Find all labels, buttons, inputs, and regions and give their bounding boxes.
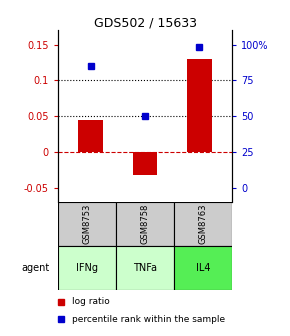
Text: log ratio: log ratio [72, 297, 110, 306]
Bar [133, 152, 157, 175]
Bar [58, 202, 116, 246]
Text: IFNg: IFNg [76, 263, 98, 273]
Text: TNFa: TNFa [133, 263, 157, 273]
Text: GSM8758: GSM8758 [140, 204, 150, 244]
Bar [58, 246, 116, 290]
Title: GDS502 / 15633: GDS502 / 15633 [93, 16, 197, 29]
Text: GSM8763: GSM8763 [198, 204, 208, 244]
Bar [187, 59, 212, 152]
Text: IL4: IL4 [196, 263, 210, 273]
Text: agent: agent [21, 263, 49, 273]
Text: GSM8753: GSM8753 [82, 204, 92, 244]
Text: percentile rank within the sample: percentile rank within the sample [72, 315, 225, 324]
Bar [116, 246, 174, 290]
Bar [174, 246, 232, 290]
Bar [174, 202, 232, 246]
Bar [116, 202, 174, 246]
Bar [78, 120, 103, 152]
